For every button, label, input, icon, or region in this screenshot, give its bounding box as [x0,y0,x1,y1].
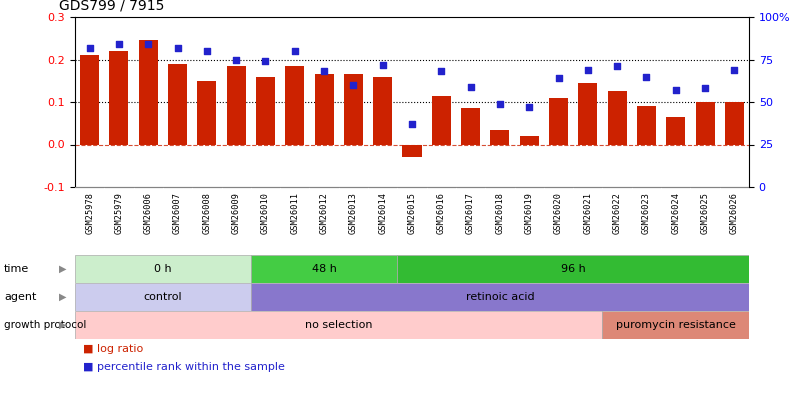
Bar [251,283,748,311]
Point [522,104,535,110]
Text: GSM26013: GSM26013 [349,192,357,234]
Bar [226,66,246,145]
Bar [666,117,684,145]
Point [493,100,506,107]
Text: GSM26018: GSM26018 [495,192,503,234]
Point [463,83,476,90]
Bar [490,130,509,145]
Text: no selection: no selection [304,320,372,330]
Point [610,63,623,70]
Point [639,73,652,80]
Bar [373,77,392,145]
Text: GDS799 / 7915: GDS799 / 7915 [59,0,164,13]
Text: puromycin resistance: puromycin resistance [615,320,735,330]
Bar [695,102,714,145]
Text: growth protocol: growth protocol [4,320,86,330]
Text: GSM26009: GSM26009 [231,192,240,234]
Bar [251,255,397,283]
Bar [431,96,450,145]
Bar [75,255,251,283]
Bar [548,98,568,145]
Bar [607,92,626,145]
Bar [601,311,748,339]
Text: control: control [144,292,182,302]
Text: ■ percentile rank within the sample: ■ percentile rank within the sample [83,362,284,373]
Bar [197,81,216,145]
Bar [402,145,421,157]
Bar [519,136,538,145]
Point [347,82,360,88]
Text: GSM26016: GSM26016 [436,192,445,234]
Point [434,68,447,75]
Point [668,87,681,93]
Point [405,121,418,127]
Text: GSM26014: GSM26014 [377,192,387,234]
Text: GSM25979: GSM25979 [114,192,124,234]
Text: GSM26019: GSM26019 [524,192,533,234]
Text: agent: agent [4,292,36,302]
Text: GSM26025: GSM26025 [699,192,709,234]
Point [376,62,389,68]
Bar [109,51,128,145]
Point [317,68,330,75]
Point [84,45,96,51]
Text: GSM26011: GSM26011 [290,192,299,234]
Point [259,58,271,64]
Text: GSM26023: GSM26023 [641,192,650,234]
Text: GSM26006: GSM26006 [144,192,153,234]
Text: 96 h: 96 h [560,264,585,274]
Text: ▶: ▶ [59,320,67,330]
Bar [314,75,333,145]
Point [727,66,740,73]
Text: ■ log ratio: ■ log ratio [83,343,143,354]
Bar [139,40,157,145]
Bar [255,77,275,145]
Bar [460,109,479,145]
Bar [75,283,251,311]
Bar [80,55,99,145]
Text: GSM26017: GSM26017 [466,192,475,234]
Point [581,66,593,73]
Text: GSM26021: GSM26021 [583,192,592,234]
Point [288,48,301,54]
Text: GSM26020: GSM26020 [553,192,562,234]
Text: retinoic acid: retinoic acid [465,292,533,302]
Point [698,85,711,92]
Bar [344,75,362,145]
Point [112,41,125,47]
Point [552,75,565,81]
Bar [724,102,743,145]
Text: GSM26026: GSM26026 [729,192,738,234]
Text: GSM26007: GSM26007 [173,192,181,234]
Text: 48 h: 48 h [312,264,336,274]
Text: GSM26022: GSM26022 [612,192,621,234]
Text: GSM25978: GSM25978 [85,192,94,234]
Text: time: time [4,264,29,274]
Text: GSM26015: GSM26015 [407,192,416,234]
Bar [168,64,187,145]
Text: GSM26024: GSM26024 [671,192,679,234]
Text: GSM26012: GSM26012 [319,192,328,234]
Text: 0 h: 0 h [154,264,172,274]
Text: GSM26010: GSM26010 [261,192,270,234]
Text: GSM26008: GSM26008 [202,192,211,234]
Point [230,56,243,63]
Bar [285,66,304,145]
Point [171,45,184,51]
Bar [397,255,748,283]
Point [200,48,213,54]
Bar [577,83,597,145]
Text: ▶: ▶ [59,292,67,302]
Bar [636,106,655,145]
Text: ▶: ▶ [59,264,67,274]
Bar [75,311,601,339]
Point [141,41,154,47]
